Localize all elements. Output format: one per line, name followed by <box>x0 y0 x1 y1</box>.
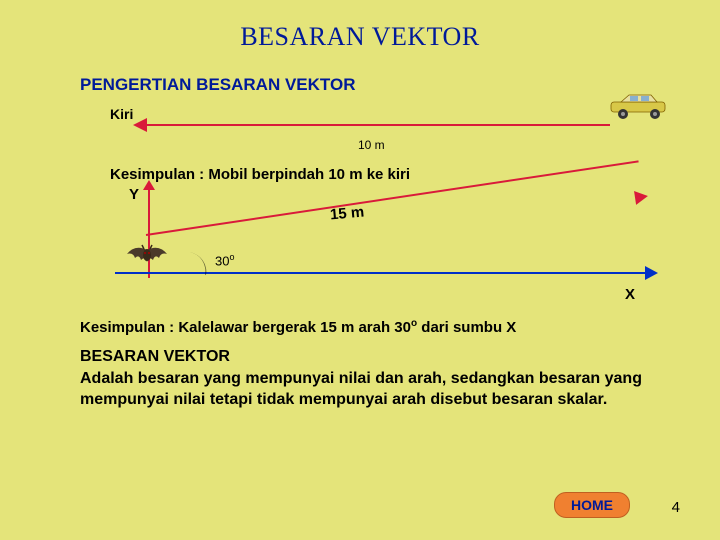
definition-heading: BESARAN VEKTOR <box>80 346 650 368</box>
horizontal-vector-arrowhead <box>133 118 147 132</box>
diagonal-vector-arrowhead <box>634 189 649 205</box>
page-title: BESARAN VEKTOR <box>0 0 720 52</box>
definition-box: BESARAN VEKTOR Adalah besaran yang mempu… <box>80 346 650 411</box>
vector-15m-label: 15 m <box>329 204 365 224</box>
conclusion-2: Kesimpulan : Kalelawar bergerak 15 m ara… <box>80 318 516 336</box>
distance-10m-label: 10 m <box>358 138 385 152</box>
x-axis-label: X <box>625 286 635 303</box>
bat-icon <box>125 242 169 272</box>
home-button[interactable]: HOME <box>554 492 630 518</box>
angle-30-label: 30o <box>215 252 234 268</box>
horizontal-vector-line <box>145 124 610 126</box>
x-axis-arrowhead <box>645 266 658 280</box>
y-axis-arrowhead <box>143 180 155 190</box>
conclusion-1: Kesimpulan : Mobil berpindah 10 m ke kir… <box>110 166 410 183</box>
y-axis-label: Y <box>129 186 139 203</box>
definition-body: Adalah besaran yang mempunyai nilai dan … <box>80 368 650 411</box>
subtitle: PENGERTIAN BESARAN VEKTOR <box>80 75 356 95</box>
direction-left-label: Kiri <box>110 106 133 122</box>
page-number: 4 <box>672 499 680 516</box>
car-icon <box>603 92 675 120</box>
